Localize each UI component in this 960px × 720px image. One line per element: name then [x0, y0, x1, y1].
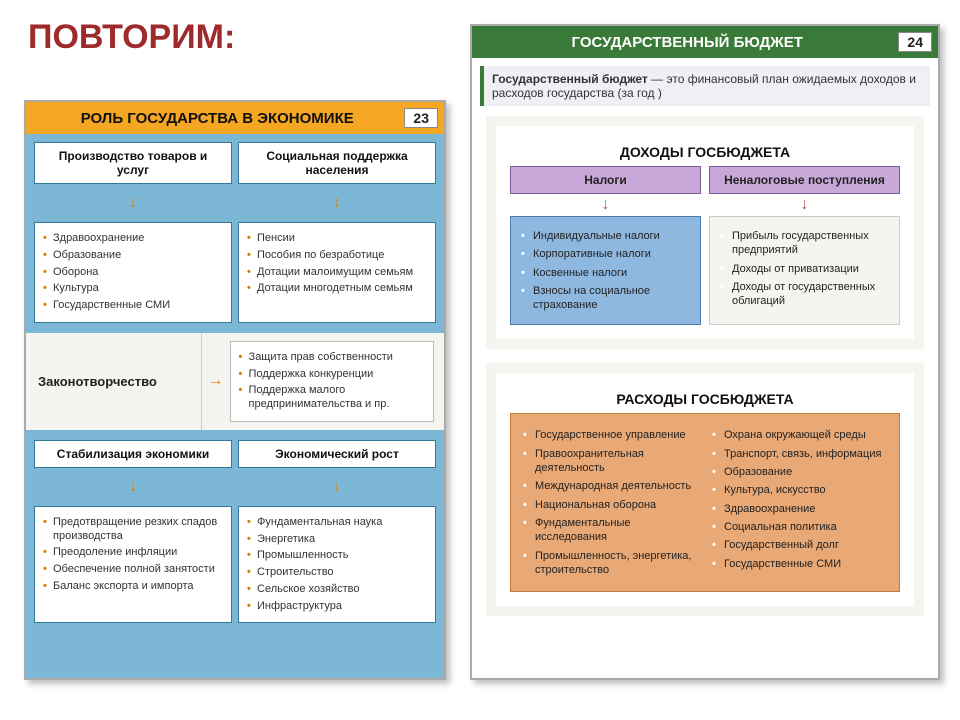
- list-item: Пособия по безработице: [247, 249, 427, 263]
- arrow-down-icon: ↓: [238, 478, 436, 496]
- list-item: Национальная оборона: [523, 498, 698, 512]
- list-item: Транспорт, связь, информация: [712, 447, 887, 461]
- definition-box: Государственный бюджет — это финансовый …: [480, 66, 930, 106]
- list-item: Прибыль государственных предприятий: [720, 229, 889, 258]
- head-stabilization: Стабилизация экономики: [34, 440, 232, 468]
- list-item: Культура: [43, 282, 223, 296]
- list-item: Образование: [712, 465, 887, 479]
- list-item: Защита прав собственности: [239, 351, 425, 365]
- list-item: Косвенные налоги: [521, 266, 690, 280]
- income-heads: Налоги Неналоговые поступления: [510, 166, 900, 194]
- list-item: Корпоративные налоги: [521, 247, 690, 261]
- income-section: ДОХОДЫ ГОСБЮДЖЕТА Налоги Неналоговые пос…: [486, 116, 924, 349]
- arrow-down-icon: ↓: [238, 194, 436, 212]
- list-item: Дотации малоимущим семьям: [247, 266, 427, 280]
- list-growth: Фундаментальная наука Энергетика Промышл…: [238, 506, 436, 624]
- head-tax: Налоги: [510, 166, 701, 194]
- list-item: Международная деятельность: [523, 479, 698, 493]
- list-item: Государственные СМИ: [43, 299, 223, 313]
- list-item: Государственные СМИ: [712, 557, 887, 571]
- expense-col-2: Охрана окружающей среды Транспорт, связь…: [712, 424, 887, 581]
- list-item: Культура, искусство: [712, 483, 887, 497]
- list-item: Правоохранительная деятельность: [523, 447, 698, 476]
- list-item: Предотвращение резких спадов производств…: [43, 516, 223, 544]
- list-item: Сельское хозяйство: [247, 583, 427, 597]
- list-production: Здравоохранение Образование Оборона Куль…: [34, 222, 232, 323]
- income-arrows: ↓ ↓: [510, 194, 900, 216]
- definition-term: Государственный бюджет: [492, 72, 648, 86]
- list-social: Пенсии Пособия по безработице Дотации ма…: [238, 222, 436, 323]
- list-item: Охрана окружающей среды: [712, 428, 887, 442]
- right-page: ГОСУДАРСТВЕННЫЙ БЮДЖЕТ 24 Государственны…: [470, 24, 940, 680]
- list-item: Энергетика: [247, 533, 427, 547]
- arrow-right-icon: →: [202, 333, 230, 430]
- panel-tax: Индивидуальные налоги Корпоративные нало…: [510, 216, 701, 325]
- list-item: Фундаментальные исследования: [523, 516, 698, 545]
- list-item: Инфраструктура: [247, 600, 427, 614]
- list-item: Поддержка конкуренции: [239, 368, 425, 382]
- list-item: Промышленность: [247, 549, 427, 563]
- list-item: Строительство: [247, 566, 427, 580]
- list-item: Оборона: [43, 266, 223, 280]
- list-item: Доходы от государственных облигаций: [720, 280, 889, 309]
- head-growth: Экономический рост: [238, 440, 436, 468]
- list-item: Государственный долг: [712, 538, 887, 552]
- head-production: Производство товаров и услуг: [34, 142, 232, 184]
- row-heads-1: Производство товаров и услуг Социальная …: [34, 142, 436, 184]
- expense-col-1: Государственное управление Правоохраните…: [523, 424, 698, 581]
- panel-nontax: Прибыль государственных предприятий Дохо…: [709, 216, 900, 325]
- income-panels: Индивидуальные налоги Корпоративные нало…: [510, 216, 900, 325]
- list-item: Здравоохранение: [43, 232, 223, 246]
- right-page-number: 24: [898, 32, 932, 52]
- head-nontax: Неналоговые поступления: [709, 166, 900, 194]
- list-item: Обеспечение полной занятости: [43, 563, 223, 577]
- list-item: Государственное управление: [523, 428, 698, 442]
- arrow-down-icon: ↓: [34, 194, 232, 212]
- list-item: Образование: [43, 249, 223, 263]
- list-item: Взносы на социальное страхование: [521, 284, 690, 313]
- list-law: Защита прав собственности Поддержка конк…: [230, 341, 434, 422]
- row-lists-2: Предотвращение резких спадов производств…: [34, 506, 436, 624]
- list-item: Фундаментальная наука: [247, 516, 427, 530]
- expense-title: РАСХОДЫ ГОСБЮДЖЕТА: [510, 391, 900, 407]
- left-page-number: 23: [404, 108, 438, 128]
- left-header-title: РОЛЬ ГОСУДАРСТВА В ЭКОНОМИКЕ: [38, 110, 396, 127]
- list-item: Баланс экспорта и импорта: [43, 580, 223, 594]
- income-title: ДОХОДЫ ГОСБЮДЖЕТА: [510, 144, 900, 160]
- row-arrows-1: ↓ ↓: [34, 192, 436, 214]
- arrow-down-icon: ↓: [510, 196, 701, 214]
- list-item: Здравоохранение: [712, 502, 887, 516]
- list-stabilization: Предотвращение резких спадов производств…: [34, 506, 232, 624]
- row-heads-2: Стабилизация экономики Экономический рос…: [34, 440, 436, 468]
- left-header-bar: РОЛЬ ГОСУДАРСТВА В ЭКОНОМИКЕ 23: [26, 102, 444, 134]
- row-lists-1: Здравоохранение Образование Оборона Куль…: [34, 222, 436, 323]
- arrow-down-icon: ↓: [34, 478, 232, 496]
- arrow-down-icon: ↓: [709, 196, 900, 214]
- list-item: Поддержка малого предпринимательства и п…: [239, 384, 425, 412]
- list-item: Доходы от приватизации: [720, 262, 889, 276]
- head-law: Законотворчество: [26, 333, 202, 430]
- expense-section: РАСХОДЫ ГОСБЮДЖЕТА Государственное управ…: [486, 363, 924, 616]
- law-strip: Законотворчество → Защита прав собственн…: [26, 333, 444, 430]
- head-social: Социальная поддержка населения: [238, 142, 436, 184]
- list-item: Промышленность, энергетика, строительств…: [523, 549, 698, 578]
- row-arrows-2: ↓ ↓: [34, 476, 436, 498]
- slide-title: ПОВТОРИМ:: [28, 18, 235, 57]
- list-item: Социальная политика: [712, 520, 887, 534]
- list-item: Индивидуальные налоги: [521, 229, 690, 243]
- list-item: Дотации многодетным семьям: [247, 282, 427, 296]
- right-header-title: ГОСУДАРСТВЕННЫЙ БЮДЖЕТ: [484, 34, 890, 51]
- list-item: Преодоление инфляции: [43, 546, 223, 560]
- panel-expense: Государственное управление Правоохраните…: [510, 413, 900, 592]
- left-page: РОЛЬ ГОСУДАРСТВА В ЭКОНОМИКЕ 23 Производ…: [24, 100, 446, 680]
- list-item: Пенсии: [247, 232, 427, 246]
- right-header-bar: ГОСУДАРСТВЕННЫЙ БЮДЖЕТ 24: [472, 26, 938, 58]
